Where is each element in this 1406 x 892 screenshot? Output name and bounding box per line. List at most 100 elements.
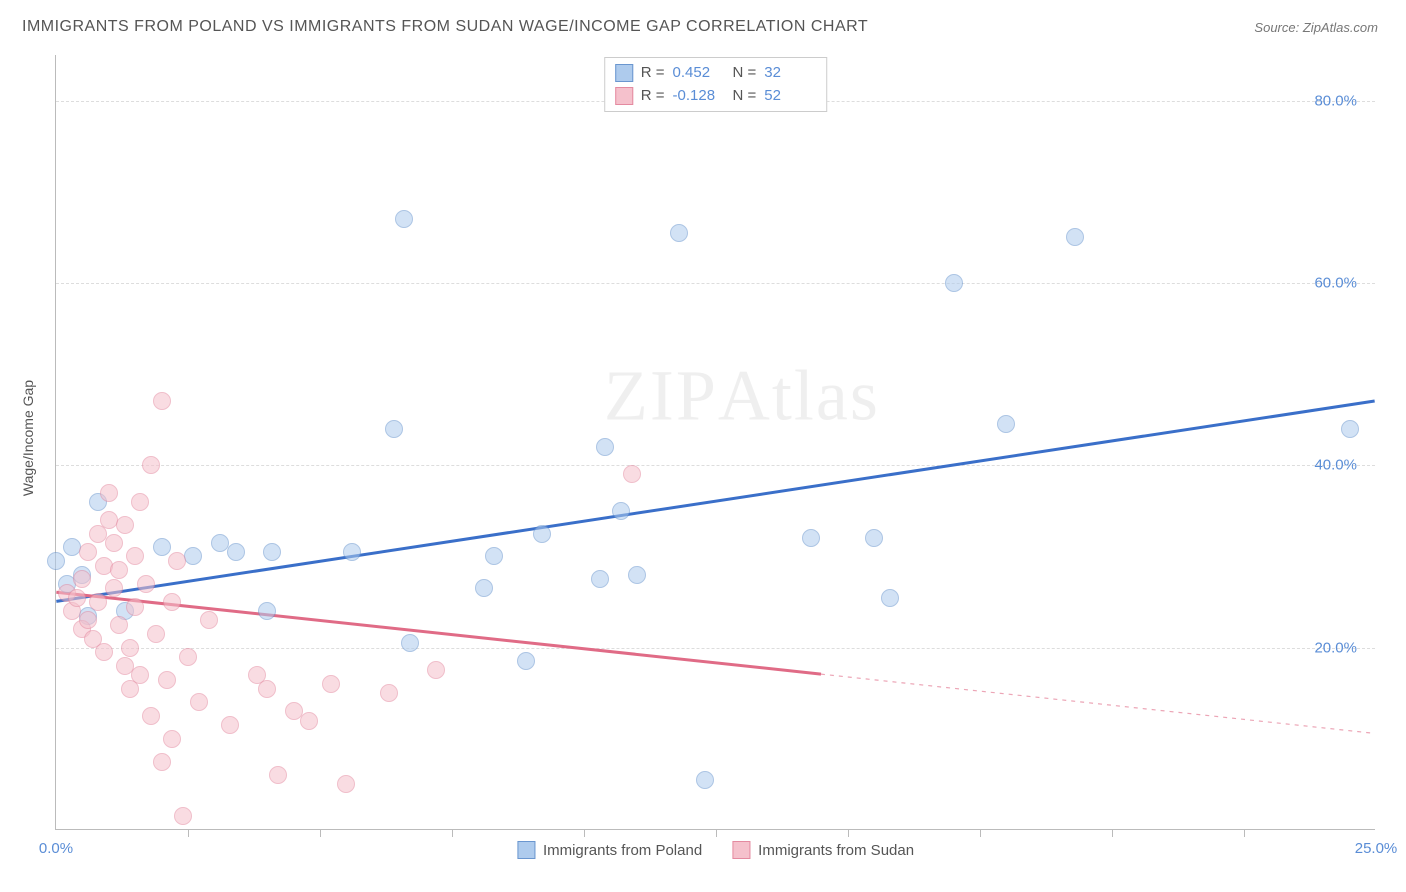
- data-point: [612, 502, 630, 520]
- data-point: [395, 210, 413, 228]
- data-point: [105, 579, 123, 597]
- data-point: [142, 456, 160, 474]
- data-point: [596, 438, 614, 456]
- data-point: [121, 639, 139, 657]
- data-point: [533, 525, 551, 543]
- data-point: [174, 807, 192, 825]
- data-point: [343, 543, 361, 561]
- data-point: [89, 593, 107, 611]
- data-point: [517, 652, 535, 670]
- source-label: Source:: [1254, 20, 1299, 35]
- data-point: [227, 543, 245, 561]
- legend-item: Immigrants from Poland: [517, 841, 702, 859]
- data-point: [263, 543, 281, 561]
- data-point: [158, 671, 176, 689]
- data-point: [322, 675, 340, 693]
- x-tick-mark: [1112, 829, 1113, 837]
- data-point: [269, 766, 287, 784]
- data-point: [126, 598, 144, 616]
- stats-row: R = -0.128 N = 52: [615, 85, 817, 108]
- x-tick-mark: [584, 829, 585, 837]
- gridline: [56, 648, 1375, 649]
- y-tick-label: 80.0%: [1314, 92, 1357, 109]
- data-point: [153, 392, 171, 410]
- n-value: 32: [764, 62, 816, 85]
- series-swatch: [615, 87, 633, 105]
- source-attribution: Source: ZipAtlas.com: [1254, 20, 1378, 35]
- data-point: [131, 666, 149, 684]
- x-tick-label: 25.0%: [1355, 840, 1398, 857]
- data-point: [802, 529, 820, 547]
- stats-row: R = 0.452 N = 32: [615, 62, 817, 85]
- watermark: ZIPAtlas: [604, 354, 880, 437]
- data-point: [200, 611, 218, 629]
- data-point: [179, 648, 197, 666]
- x-tick-mark: [716, 829, 717, 837]
- y-tick-label: 20.0%: [1314, 639, 1357, 656]
- data-point: [337, 775, 355, 793]
- data-point: [945, 274, 963, 292]
- series-name: Immigrants from Poland: [543, 842, 702, 859]
- chart-title: IMMIGRANTS FROM POLAND VS IMMIGRANTS FRO…: [22, 18, 868, 36]
- data-point: [116, 516, 134, 534]
- x-tick-mark: [452, 829, 453, 837]
- data-point: [163, 593, 181, 611]
- bottom-legend: Immigrants from Poland Immigrants from Su…: [517, 841, 914, 859]
- data-point: [126, 547, 144, 565]
- data-point: [300, 712, 318, 730]
- data-point: [696, 771, 714, 789]
- source-name: ZipAtlas.com: [1303, 20, 1378, 35]
- data-point: [184, 547, 202, 565]
- gridline: [56, 283, 1375, 284]
- data-point: [628, 566, 646, 584]
- data-point: [380, 684, 398, 702]
- data-point: [385, 420, 403, 438]
- legend-item: Immigrants from Sudan: [732, 841, 914, 859]
- data-point: [105, 534, 123, 552]
- r-value: -0.128: [673, 85, 725, 108]
- y-tick-label: 60.0%: [1314, 274, 1357, 291]
- data-point: [591, 570, 609, 588]
- gridline: [56, 465, 1375, 466]
- x-tick-mark: [980, 829, 981, 837]
- x-tick-mark: [320, 829, 321, 837]
- data-point: [153, 753, 171, 771]
- data-point: [258, 680, 276, 698]
- data-point: [190, 693, 208, 711]
- n-label: N =: [733, 62, 757, 85]
- n-value: 52: [764, 85, 816, 108]
- y-axis-label: Wage/Income Gap: [20, 380, 36, 496]
- x-tick-label: 0.0%: [39, 840, 73, 857]
- plot-area: ZIPAtlas R =0.452N =32R =-0.128N =52 Imm…: [55, 55, 1375, 830]
- data-point: [95, 643, 113, 661]
- data-point: [401, 634, 419, 652]
- data-point: [110, 561, 128, 579]
- data-point: [670, 224, 688, 242]
- data-point: [73, 570, 91, 588]
- data-point: [623, 465, 641, 483]
- data-point: [475, 579, 493, 597]
- series-name: Immigrants from Sudan: [758, 842, 914, 859]
- r-label: R =: [641, 62, 665, 85]
- data-point: [485, 547, 503, 565]
- n-label: N =: [733, 85, 757, 108]
- data-point: [997, 415, 1015, 433]
- data-point: [142, 707, 160, 725]
- series-swatch: [732, 841, 750, 859]
- data-point: [79, 611, 97, 629]
- data-point: [153, 538, 171, 556]
- trend-lines: [56, 55, 1375, 829]
- data-point: [881, 589, 899, 607]
- data-point: [68, 589, 86, 607]
- data-point: [427, 661, 445, 679]
- x-tick-mark: [848, 829, 849, 837]
- data-point: [1066, 228, 1084, 246]
- data-point: [258, 602, 276, 620]
- data-point: [100, 484, 118, 502]
- r-label: R =: [641, 85, 665, 108]
- data-point: [131, 493, 149, 511]
- data-point: [163, 730, 181, 748]
- data-point: [221, 716, 239, 734]
- x-tick-mark: [188, 829, 189, 837]
- r-value: 0.452: [673, 62, 725, 85]
